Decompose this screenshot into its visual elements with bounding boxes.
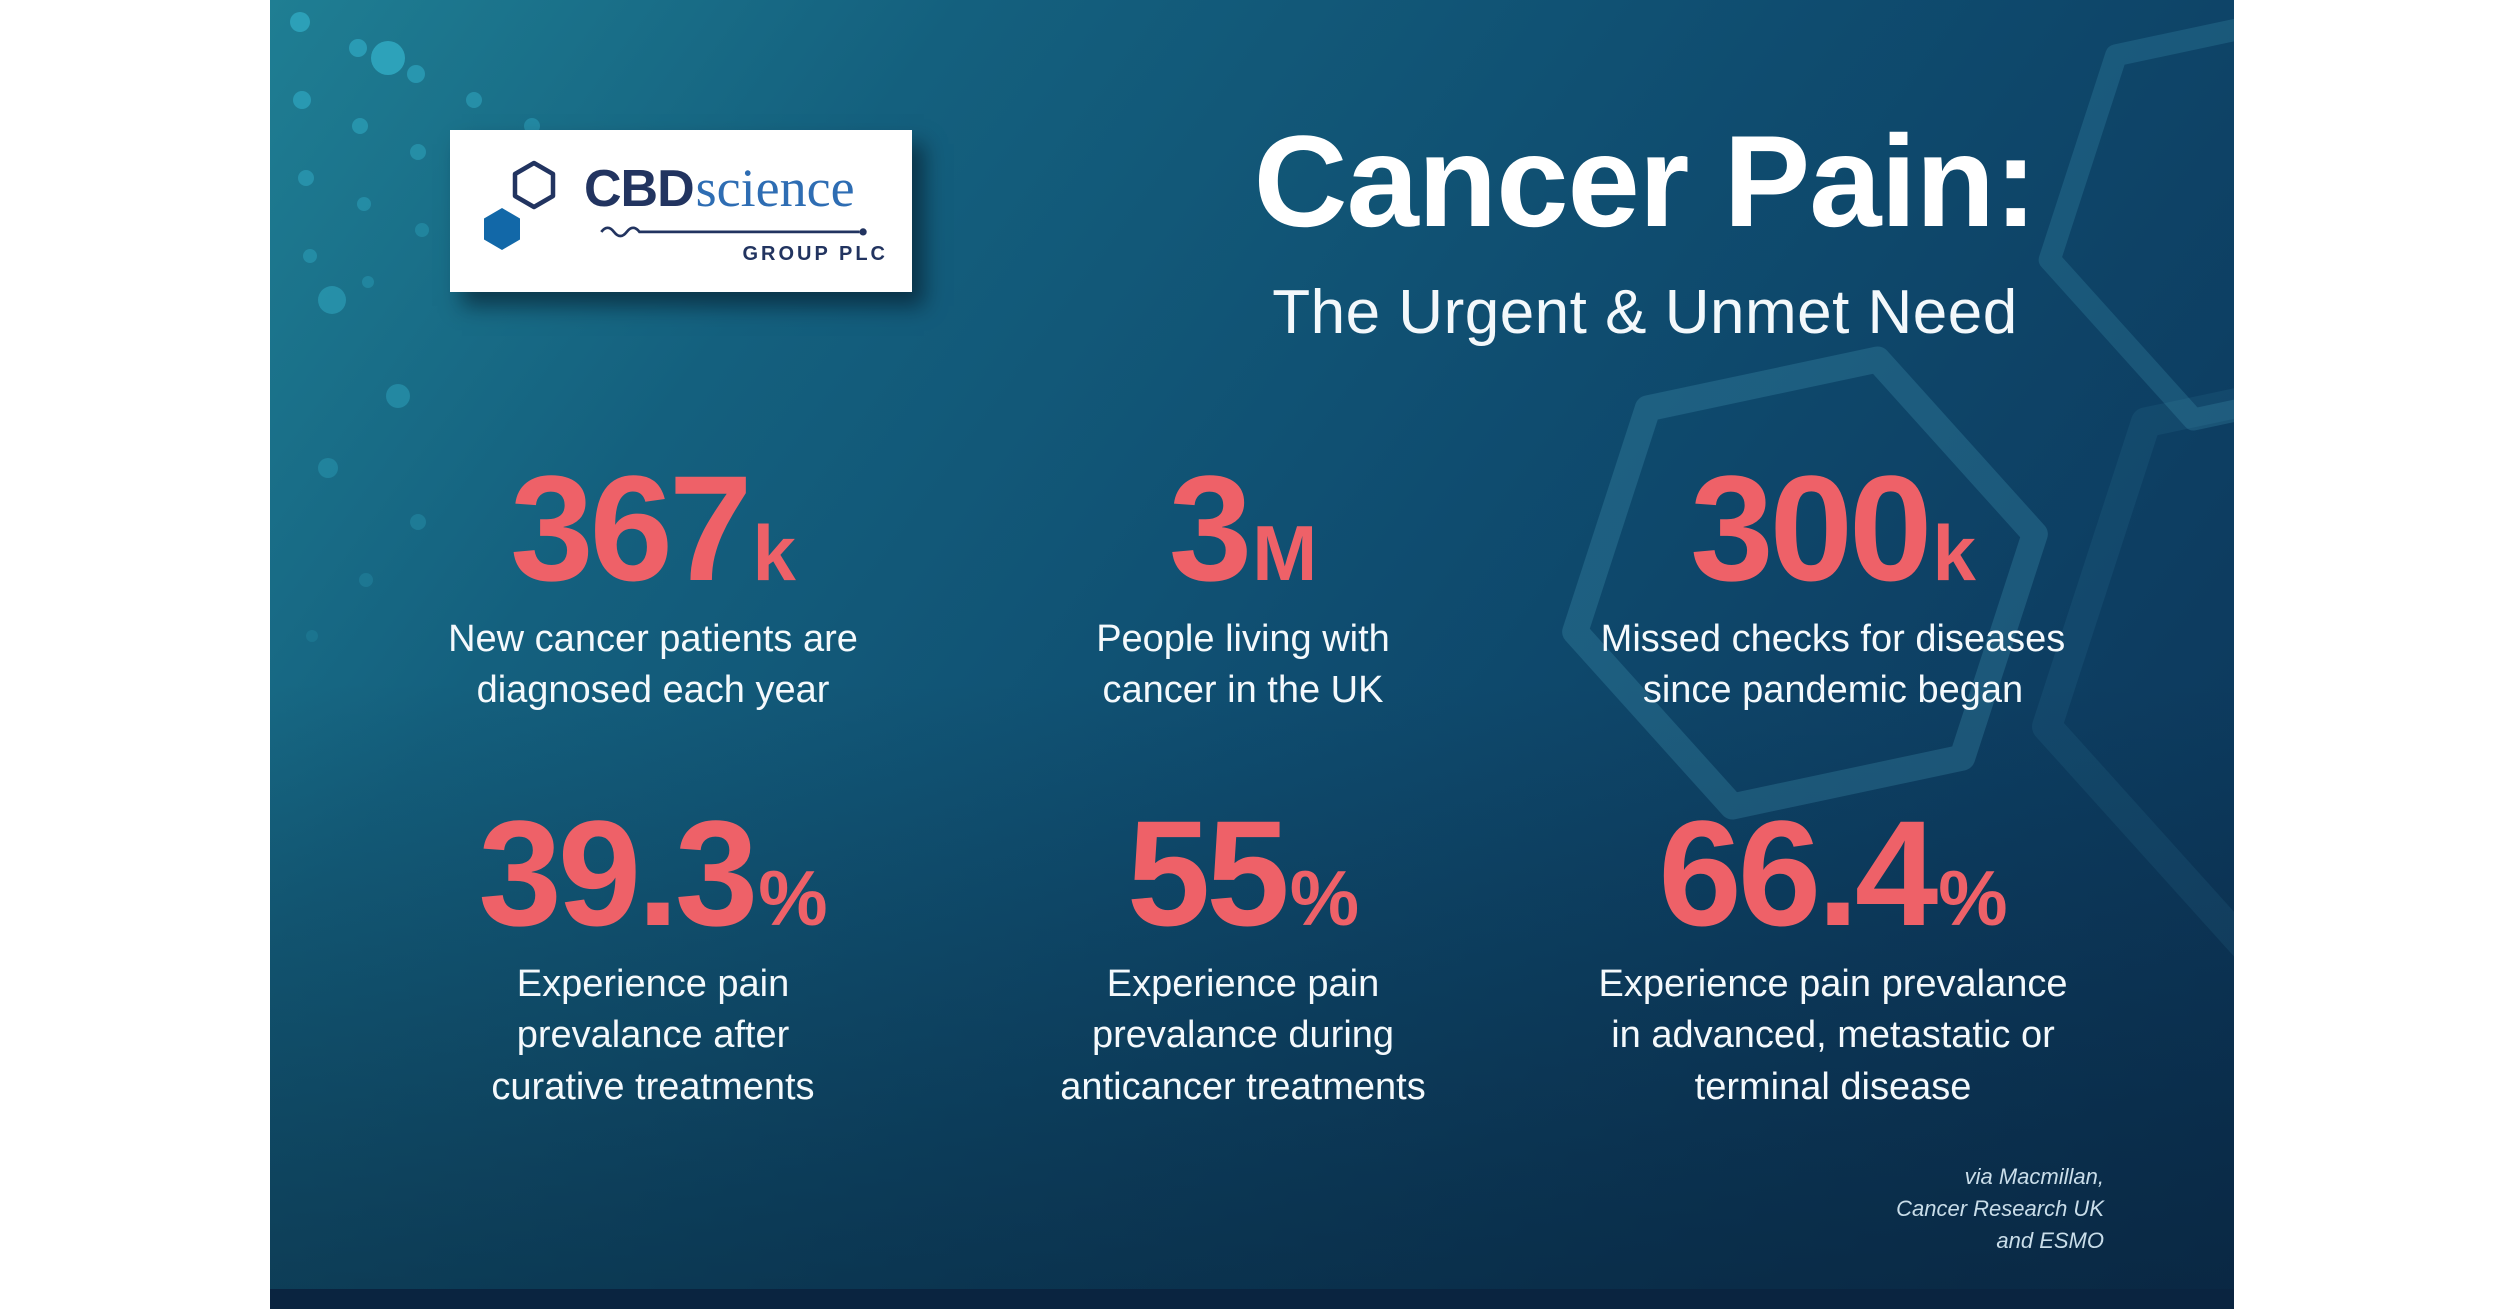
stat-pain-advanced-disease: 66.4% Experience pain prevalance in adva… [1538,794,2128,1114]
stat-number: 300 [1690,444,1932,612]
logo-text-light: science [695,157,855,218]
stat-suffix: % [758,854,828,942]
page-subtitle: The Urgent & Unmet Need [1272,278,2018,347]
stat-value: 3M [964,449,1522,608]
stat-description: Experience pain prevalance after curativ… [491,962,815,1108]
stat-new-cancer-patients: 367k New cancer patients are diagnosed e… [358,449,948,717]
stat-description: New cancer patients are diagnosed each y… [448,617,858,712]
stat-people-living-with-cancer: 3M People living with cancer in the UK [948,449,1538,717]
stat-number: 367 [510,444,752,612]
stat-value: 300k [1554,449,2112,608]
logo-text-block: CBD science GROUP PLC [584,157,888,266]
stats-row-2: 39.3% Experience pain prevalance after c… [358,794,2128,1114]
stat-value: 55% [964,794,1522,953]
stat-number: 66.4 [1658,789,1938,957]
logo-wordmark: CBD science [584,157,888,219]
stat-value: 66.4% [1554,794,2112,953]
stat-suffix: M [1252,509,1318,597]
logo-tagline: GROUP PLC [742,242,888,265]
header: Cancer Pain: The Urgent & Unmet Need [1150,110,2140,347]
stat-suffix: % [1938,854,2008,942]
stat-description: Experience pain prevalance during antica… [1060,962,1426,1108]
stat-description: Missed checks for diseases since pandemi… [1600,617,2066,712]
infographic-poster: CBD science GROUP PLC Cancer Pain: The Ur… [270,0,2234,1309]
stat-pain-after-curative: 39.3% Experience pain prevalance after c… [358,794,948,1114]
stat-missed-checks: 300k Missed checks for diseases since pa… [1538,449,2128,717]
page-title: Cancer Pain: [1253,108,2038,254]
stat-number: 39.3 [478,789,758,957]
stat-suffix: k [1932,509,1976,597]
stat-suffix: % [1289,854,1360,942]
stat-suffix: k [752,509,796,597]
stat-description: People living with cancer in the UK [1096,617,1390,712]
bottom-bar [270,1289,2234,1309]
stat-number: 3 [1168,444,1252,612]
source-citation: via Macmillan, Cancer Research UK and ES… [1896,1164,2104,1254]
logo-text-bold: CBD [584,159,695,218]
stats-row-1: 367k New cancer patients are diagnosed e… [358,449,2128,717]
logo-squiggle-line-icon [600,225,867,237]
stat-value: 367k [374,449,932,608]
logo: CBD science GROUP PLC [450,130,912,292]
logo-hexagon-icon [484,160,556,250]
stat-value: 39.3% [374,794,932,953]
stat-description: Experience pain prevalance in advanced, … [1598,962,2068,1108]
stat-number: 55 [1126,789,1290,957]
stat-pain-during-anticancer: 55% Experience pain prevalance during an… [948,794,1538,1114]
